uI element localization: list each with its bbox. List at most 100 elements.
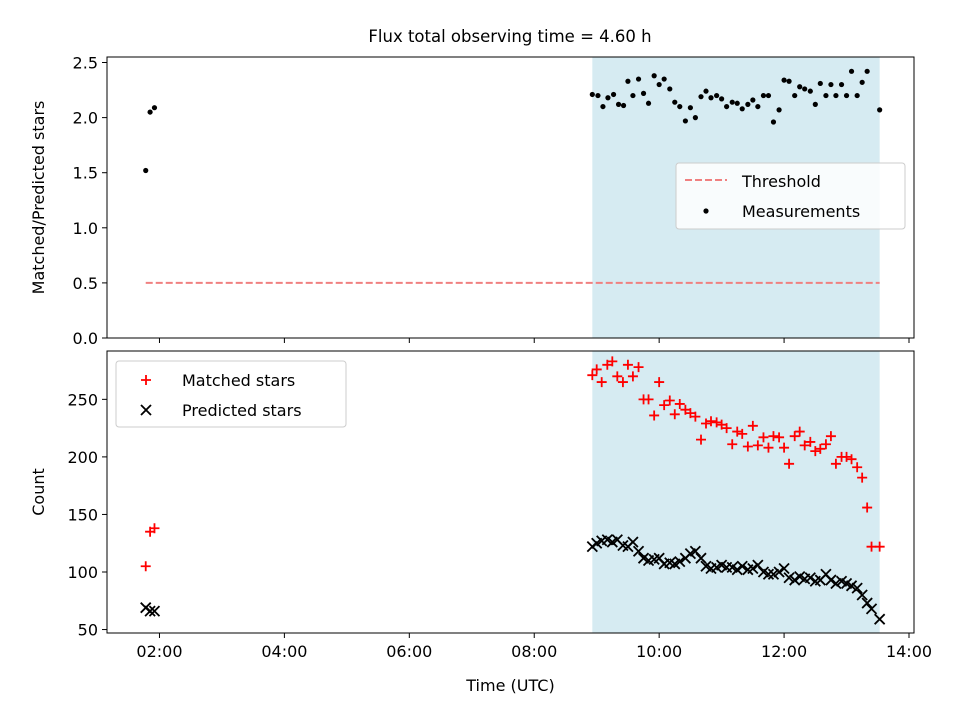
matched-star-point (805, 436, 816, 447)
y-axis-label: Matched/Predicted stars (29, 101, 48, 295)
measurement-point (719, 96, 725, 102)
y-tick-label: 100 (67, 563, 98, 582)
matched-star-point (799, 440, 810, 451)
bottom-panel: 50 100 150 200 250 02:00 04:00 06:00 08:00 10:00 1… (29, 350, 932, 695)
predicted-star-point (874, 613, 886, 625)
predicted-star-point (825, 574, 837, 586)
y-axis-label: Count (29, 468, 48, 516)
matched-star-point (737, 428, 748, 439)
measurement-point (833, 92, 839, 99)
measurement-point (605, 95, 611, 101)
matched-star-point (607, 356, 618, 367)
matched-star-point (727, 439, 738, 450)
matched-star-point (643, 394, 654, 405)
matched-star-point (696, 434, 707, 445)
measurement-point (828, 81, 834, 88)
predicted-star-point (856, 589, 868, 601)
measurement-point (147, 109, 153, 115)
matched-star-point (622, 359, 633, 370)
legend-matched-swatch (141, 375, 151, 385)
matched-star-point (690, 411, 701, 422)
legend-box (675, 162, 906, 230)
measurement-point (645, 100, 652, 106)
axes-frame (106, 350, 915, 634)
matched-star-point (664, 395, 675, 406)
measurement-point (797, 84, 803, 90)
matched-star-point (752, 440, 763, 451)
predicted-star-point (804, 572, 816, 584)
x-tick-label: 12:00 (761, 642, 807, 661)
matched-star-point (732, 426, 743, 437)
measurement-point (687, 105, 693, 111)
matched-star-point (617, 377, 628, 388)
legend-predicted-label: Predicted stars (182, 401, 302, 420)
x-tick-label: 02:00 (136, 642, 182, 661)
measurement-point (615, 101, 622, 107)
measurement-point (714, 92, 720, 99)
measurement-point (677, 103, 683, 110)
measurement-point (703, 88, 709, 94)
measurement-point (143, 167, 149, 174)
measurement-point (864, 68, 870, 74)
matched-star-point (721, 423, 732, 434)
matched-star-point (633, 362, 644, 373)
predicted-star-point (632, 545, 645, 557)
measurement-point (812, 101, 818, 107)
measurement-point (745, 101, 751, 107)
observing-window-span (592, 351, 880, 633)
x-tick-label: 10:00 (636, 642, 682, 661)
predicted-star-point (148, 605, 161, 617)
predicted-star-point (773, 566, 785, 578)
measurement-point (595, 92, 601, 99)
y-tick-label: 0.5 (73, 274, 98, 293)
matched-star-point (659, 400, 670, 411)
matched-star-point (654, 377, 665, 388)
measurement-point (792, 92, 798, 99)
measurement-point (698, 94, 704, 100)
predicted-star-point (789, 574, 801, 586)
matched-star-point (140, 561, 151, 572)
predicted-star-point (752, 559, 764, 571)
predicted-star-point (865, 603, 878, 615)
predicted-star-point (736, 560, 748, 572)
matched-star-point (587, 370, 598, 381)
matched-star-point (815, 443, 826, 454)
matched-star-point (830, 458, 841, 469)
predicted-star-point (861, 597, 873, 609)
bottom-legend: Matched stars Predicted stars (115, 360, 347, 428)
y-tick-label: 150 (67, 505, 98, 524)
measurement-point (838, 81, 845, 88)
matched-star-point (674, 398, 685, 409)
x-axis-label: Time (UTC) (465, 676, 554, 695)
axes-frame (106, 56, 915, 339)
matched-star-point (825, 431, 836, 442)
y-tick-label: 200 (67, 448, 98, 467)
matched-star-point (784, 458, 795, 469)
y-tick-label: 250 (67, 390, 98, 409)
measurement-point (765, 92, 772, 99)
measurement-point (854, 92, 860, 99)
matched-star-point (596, 377, 607, 388)
measurement-point (672, 99, 678, 105)
measurement-point (734, 100, 740, 106)
measurement-point (776, 107, 782, 113)
y-tick-label: 2.5 (73, 54, 98, 73)
matched-star-point (820, 439, 831, 450)
predicted-star-point (851, 582, 863, 594)
matched-star-point (846, 454, 857, 465)
measurement-point (848, 68, 855, 74)
matched-star-point (768, 431, 779, 442)
measurement-point (651, 73, 657, 79)
measurement-point (755, 103, 761, 110)
matched-star-point (591, 364, 602, 375)
matched-star-point (747, 420, 758, 431)
matched-star-point (862, 502, 873, 513)
matched-star-point (649, 410, 660, 421)
matched-star-point (701, 418, 712, 429)
matched-star-point (627, 371, 638, 382)
top-legend: Threshold Measurements (675, 162, 906, 230)
x-tick-label: 14:00 (886, 642, 932, 661)
legend-box (115, 360, 347, 428)
measurement-point (682, 118, 688, 124)
matched-star-point (742, 441, 753, 452)
